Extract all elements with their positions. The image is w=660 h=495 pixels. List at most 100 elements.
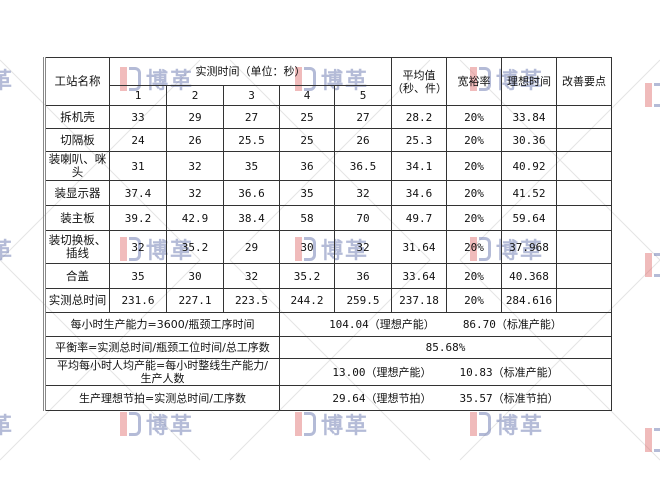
station-name: 装显示器: [44, 180, 110, 206]
header-measured-time: 实测时间（单位：秒）: [109, 57, 392, 86]
station-name: 装切换板、插线: [44, 230, 110, 264]
trial-time: 32: [334, 180, 392, 206]
summary-row: 平衡率=实测总时间/瓶颈工位时间/总工序数 85.68%: [44, 336, 612, 359]
station-name: 装主板: [44, 205, 110, 231]
table-row: 装喇叭、咪头 31 32 35 36 36.5 34.1 20% 40.92: [44, 151, 612, 181]
watermark-logo: 博革: [645, 233, 660, 297]
trial-time: 227.1: [166, 288, 224, 313]
trial-time: 39.2: [109, 205, 167, 231]
watermark-text: 博革: [321, 414, 370, 439]
table-row: 切隔板 24 26 25.5 25 26 25.3 20% 30.36: [44, 128, 612, 152]
ideal-time: 59.64: [501, 205, 557, 231]
trial-time: 29: [223, 230, 280, 264]
improvement-note: [556, 205, 612, 231]
logo-mark-icon: [295, 412, 317, 436]
summary-value-b: 35.57（标准节拍）: [459, 391, 559, 405]
average-value: 34.6: [391, 180, 447, 206]
allowance-rate: 20%: [446, 263, 502, 289]
logo-mark-icon: [645, 428, 660, 452]
trial-time: 36: [279, 151, 335, 181]
trial-time: 223.5: [223, 288, 280, 313]
station-name: 合盖: [44, 263, 110, 289]
allowance-rate: 20%: [446, 230, 502, 264]
line-balance-table: 工站名称 实测时间（单位：秒） 平均值（秒、件） 宽裕率 理想时间 改善要点 1…: [43, 57, 612, 411]
table-row: 装切换板、插线 32 35.2 29 30 32 31.64 20% 37.968: [44, 230, 612, 264]
trial-time: 32: [109, 230, 167, 264]
trial-time: 30: [166, 263, 224, 289]
average-value: 49.7: [391, 205, 447, 231]
allowance-rate: 20%: [446, 288, 502, 313]
table-row: 装显示器 37.4 32 36.6 35 32 34.6 20% 41.52: [44, 180, 612, 206]
trial-time: 24: [109, 128, 167, 152]
header-trial-1: 1: [109, 85, 167, 106]
summary-label: 生产理想节拍=实测总时间/工序数: [44, 385, 280, 411]
trial-time: 36.5: [334, 151, 392, 181]
trial-time: 35: [223, 151, 280, 181]
summary-value-a: 85.68%: [425, 341, 466, 354]
ideal-time: 40.92: [501, 151, 557, 181]
trial-time: 26: [334, 128, 392, 152]
average-value: 34.1: [391, 151, 447, 181]
improvement-note: [556, 230, 612, 264]
watermark-text: 博革: [496, 414, 545, 439]
trial-time: 26: [166, 128, 224, 152]
summary-value: 85.68%: [279, 336, 612, 359]
trial-time: 35.2: [166, 230, 224, 264]
trial-time: 32: [166, 180, 224, 206]
ideal-time: 284.616: [501, 288, 557, 313]
trial-time: 30: [279, 230, 335, 264]
header-improvement: 改善要点: [556, 57, 612, 106]
summary-value-a: 13.00（理想产能）: [332, 365, 432, 379]
summary-value: 29.64（理想节拍） 35.57（标准节拍）: [279, 385, 612, 411]
trial-time: 38.4: [223, 205, 280, 231]
ideal-time: 41.52: [501, 180, 557, 206]
summary-value: 104.04（理想产能） 86.70（标准产能）: [279, 312, 612, 337]
trial-time: 27: [334, 105, 392, 129]
station-name: 拆机壳: [44, 105, 110, 129]
station-name: 装喇叭、咪头: [44, 151, 110, 181]
watermark-logo: 博革: [470, 408, 544, 440]
trial-time: 29: [166, 105, 224, 129]
watermark-text: 博革: [0, 239, 15, 264]
trial-time: 36.6: [223, 180, 280, 206]
trial-time: 35: [109, 263, 167, 289]
average-value: 25.3: [391, 128, 447, 152]
logo-mark-icon: [470, 412, 492, 436]
trial-time: 27: [223, 105, 280, 129]
average-value: 28.2: [391, 105, 447, 129]
allowance-rate: 20%: [446, 205, 502, 231]
watermark-logo: 博革: [0, 233, 14, 265]
watermark-logo: 博革: [645, 408, 660, 472]
header-trial-2: 2: [166, 85, 224, 106]
ideal-time: 33.84: [501, 105, 557, 129]
summary-label: 平均每小时人均产能=每小时整线生产能力/生产人数: [44, 358, 280, 386]
header-trial-4: 4: [279, 85, 335, 106]
watermark-logo: 博革: [0, 63, 14, 95]
trial-time: 35: [279, 180, 335, 206]
average-value: 237.18: [391, 288, 447, 313]
watermark-logo: 博革: [120, 408, 194, 440]
improvement-note: [556, 128, 612, 152]
trial-time: 31: [109, 151, 167, 181]
improvement-note: [556, 263, 612, 289]
watermark-text: 博革: [146, 414, 195, 439]
ideal-time: 30.36: [501, 128, 557, 152]
ideal-time: 37.968: [501, 230, 557, 264]
trial-time: 37.4: [109, 180, 167, 206]
watermark-logo: 博革: [0, 408, 14, 440]
summary-label: 平衡率=实测总时间/瓶颈工位时间/总工序数: [44, 336, 280, 359]
allowance-rate: 20%: [446, 180, 502, 206]
header-average: 平均值（秒、件）: [391, 57, 447, 106]
ideal-time: 40.368: [501, 263, 557, 289]
header-trial-3: 3: [223, 85, 280, 106]
station-name: 切隔板: [44, 128, 110, 152]
logo-mark-icon: [645, 253, 660, 277]
summary-value-b: 86.70（标准产能）: [462, 318, 562, 331]
table-row: 装主板 39.2 42.9 38.4 58 70 49.7 20% 59.64: [44, 205, 612, 231]
table-row: 合盖 35 30 32 35.2 36 33.64 20% 40.368: [44, 263, 612, 289]
trial-time: 25: [279, 105, 335, 129]
station-name: 实测总时间: [44, 288, 110, 313]
trial-time: 33: [109, 105, 167, 129]
allowance-rate: 20%: [446, 105, 502, 129]
summary-value-a: 104.04（理想产能）: [329, 318, 435, 331]
